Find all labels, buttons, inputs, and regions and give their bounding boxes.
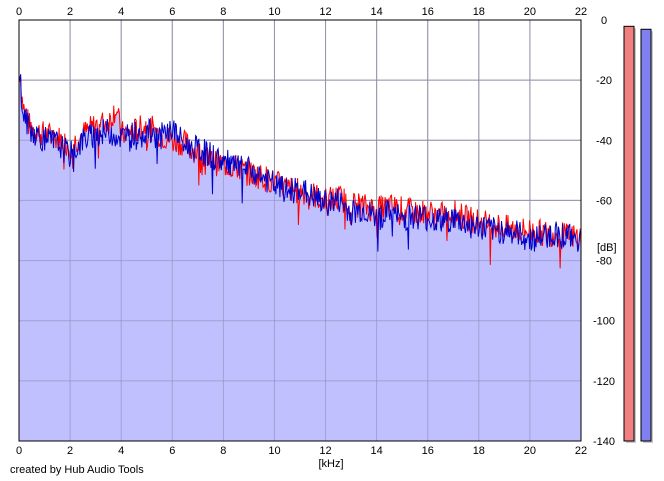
x-tick-label-top: 18: [473, 6, 485, 18]
x-tick-label-bottom: 4: [118, 445, 124, 457]
x-tick-label-bottom: 0: [16, 445, 22, 457]
spectrum-lines: [18, 19, 582, 442]
x-tick-label-bottom: 8: [220, 445, 226, 457]
y-tick-label: -20: [596, 75, 612, 87]
y-tick-label: -120: [593, 376, 615, 388]
x-axis-label: [kHz]: [318, 458, 343, 470]
x-tick-label-top: 10: [268, 6, 280, 18]
credit-text: created by Hub Audio Tools: [10, 464, 144, 476]
x-tick-label-top: 6: [169, 6, 175, 18]
x-tick-label-top: 14: [371, 6, 383, 18]
y-tick-label: -60: [596, 195, 612, 207]
x-tick-label-bottom: 18: [473, 445, 485, 457]
x-tick-label-top: 12: [319, 6, 331, 18]
y-tick-label: -100: [593, 316, 615, 328]
y-tick-label: -40: [596, 135, 612, 147]
x-tick-label-top: 22: [575, 6, 587, 18]
level-meter-2: [640, 28, 652, 442]
y-tick-label: -80: [596, 256, 612, 268]
x-tick-label-bottom: 12: [319, 445, 331, 457]
x-tick-label-bottom: 2: [67, 445, 73, 457]
level-meters: [623, 25, 653, 444]
x-tick-label-bottom: 10: [268, 445, 280, 457]
x-tick-label-top: 4: [118, 6, 124, 18]
x-tick-label-top: 0: [16, 6, 22, 18]
y-tick-label: 0: [601, 15, 607, 27]
y-axis-label: [dB]: [597, 242, 617, 254]
level-meter-1: [623, 25, 635, 442]
y-tick-label: -140: [593, 436, 615, 448]
x-tick-label-top: 2: [67, 6, 73, 18]
x-tick-label-bottom: 20: [524, 445, 536, 457]
x-tick-label-top: 20: [524, 6, 536, 18]
x-tick-label-top: 8: [220, 6, 226, 18]
x-tick-label-top: 16: [422, 6, 434, 18]
series-line-2: [18, 74, 582, 252]
plot-border: [18, 19, 582, 442]
x-tick-label-bottom: 16: [422, 445, 434, 457]
y-tick-labels: 0 -20 -40 -60 -80 -100 -120 -140: [593, 15, 615, 448]
x-tick-label-bottom: 14: [371, 445, 383, 457]
spectrum-area: [19, 74, 581, 441]
x-tick-label-bottom: 6: [169, 445, 175, 457]
x-tick-label-bottom: 22: [575, 445, 587, 457]
